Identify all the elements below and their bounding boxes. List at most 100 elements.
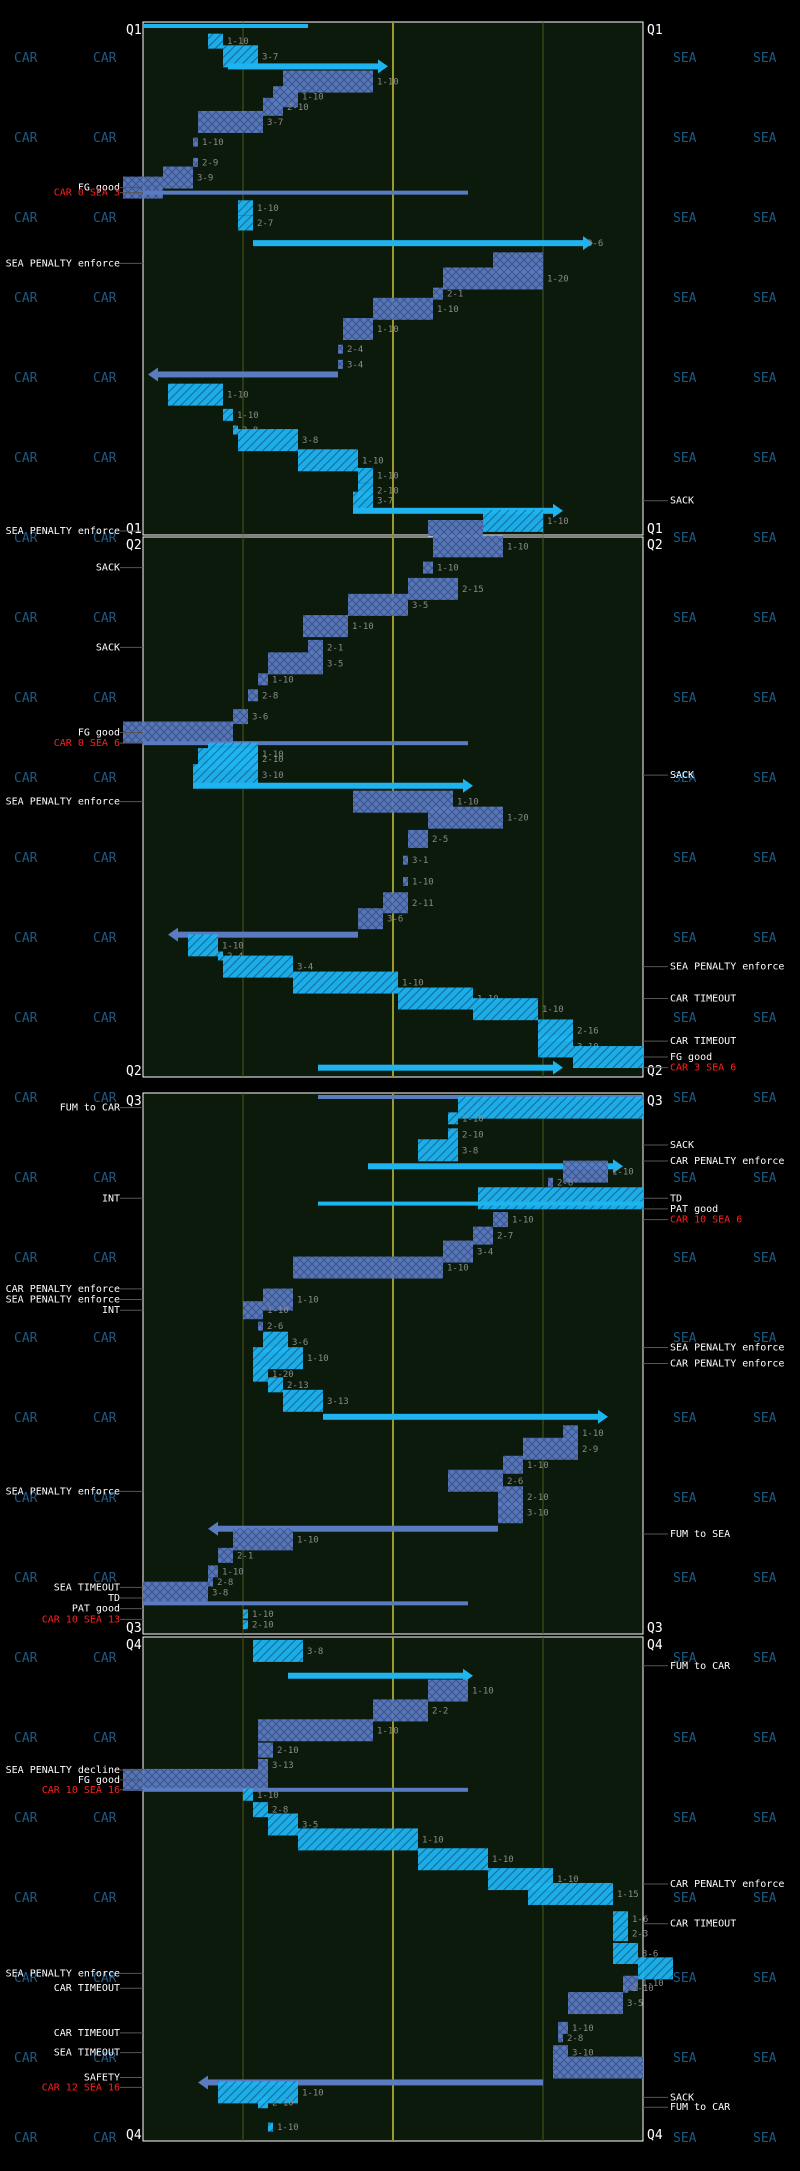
down-distance-label: 2-10 — [632, 1984, 654, 1994]
down-distance-label: 3-7 — [377, 497, 393, 507]
team-watermark-right: SEA — [753, 1891, 777, 1906]
down-distance-label: 2-10 — [262, 755, 284, 765]
event-annotation: SACK — [670, 770, 694, 781]
down-distance-label: 2-10 — [277, 1746, 299, 1756]
event-annotation: CAR PENALTY enforce — [670, 1156, 784, 1167]
event-annotation: FUM to CAR — [670, 2102, 731, 2113]
team-watermark-right: SEA — [753, 211, 777, 226]
quarter-label: Q3 — [647, 1621, 663, 1636]
play-bar — [233, 425, 238, 435]
team-watermark-left: CAR — [14, 1971, 38, 1986]
quarter-label: Q4 — [126, 1638, 142, 1653]
play-bar — [243, 1788, 253, 1801]
down-distance-label: 1-10 — [307, 1354, 329, 1364]
down-distance-label: 3-5 — [302, 1821, 318, 1831]
down-distance-label: 1-10 — [377, 325, 399, 335]
team-watermark-left: CAR — [14, 1251, 38, 1266]
event-annotation: CAR TIMEOUT — [670, 1919, 736, 1930]
team-watermark-left: CAR — [93, 611, 117, 626]
play-bar — [418, 1848, 488, 1871]
event-annotation: FG good — [670, 1052, 712, 1063]
team-watermark-left: CAR — [14, 291, 38, 306]
quarter-panel-Q2: Q2 Q2 Q2 Q2 1-10 1-10 2-15 3-5 1-10 2-1 3-5 1-10 2-8… — [6, 535, 784, 1079]
team-watermark-right: SEA — [673, 451, 697, 466]
play-bar — [123, 1768, 268, 1791]
drive-line — [143, 190, 468, 195]
team-watermark-left: CAR — [14, 771, 38, 786]
down-distance-label: 2-13 — [287, 1381, 309, 1391]
team-watermark-left: CAR — [93, 1891, 117, 1906]
team-watermark-right: SEA — [753, 691, 777, 706]
play-bar — [448, 1112, 458, 1125]
event-annotation: SACK — [670, 496, 694, 507]
event-annotation: TD — [670, 1193, 682, 1204]
down-distance-label: 2-10 — [287, 103, 309, 113]
play-bar — [268, 1377, 283, 1393]
quarter-label: Q4 — [647, 2128, 663, 2143]
play-bar — [283, 70, 373, 93]
play-bar — [168, 383, 223, 406]
play-bar — [338, 344, 343, 354]
down-distance-label: 2-10 — [527, 1493, 549, 1503]
drive-arrow-shaft — [318, 1064, 553, 1071]
down-distance-label: 3-4 — [477, 1248, 493, 1258]
team-watermark-right: SEA — [753, 1491, 777, 1506]
down-distance-label: 1-10 — [252, 1610, 274, 1620]
down-distance-label: 2-8 — [217, 1578, 233, 1588]
event-annotation: CAR PENALTY enforce — [670, 1879, 784, 1890]
drive-arrow-head — [583, 236, 593, 251]
event-annotation: SACK — [96, 563, 120, 574]
play-bar — [623, 1983, 628, 1993]
drive-line — [143, 1787, 468, 1792]
team-watermark-left: CAR — [93, 2131, 117, 2146]
down-distance-label: 2-10 — [462, 1130, 484, 1140]
team-watermark-right: SEA — [753, 51, 777, 66]
play-bar — [528, 1882, 613, 1905]
down-distance-label: 3-13 — [272, 1761, 294, 1771]
quarter-label: Q2 — [126, 538, 142, 553]
team-watermark-left: CAR — [93, 1331, 117, 1346]
drive-arrow-shaft — [353, 507, 553, 514]
play-bar — [538, 1035, 573, 1058]
down-distance-label: 2-3 — [632, 1930, 648, 1940]
down-distance-label: 3-5 — [412, 601, 428, 611]
play-bar — [263, 1288, 293, 1311]
team-watermark-right: SEA — [673, 1171, 697, 1186]
down-distance-label: 1-10 — [612, 1168, 634, 1178]
play-bar — [258, 2096, 268, 2109]
down-distance-label: 1-10 — [457, 798, 479, 808]
play-bar — [478, 1187, 643, 1210]
down-distance-label: 1-20 — [507, 814, 529, 824]
team-watermark-right: SEA — [673, 1091, 697, 1106]
down-distance-label: 2-6 — [507, 1477, 523, 1487]
event-annotation: SACK — [670, 2092, 694, 2103]
play-bar — [448, 1128, 458, 1141]
play-bar — [448, 1469, 503, 1492]
team-watermark-right: SEA — [673, 1411, 697, 1426]
down-distance-label: 2-8 — [262, 691, 278, 701]
play-bar — [223, 955, 293, 978]
down-distance-label: 1-10 — [362, 456, 384, 466]
team-watermark-left: CAR — [14, 1811, 38, 1826]
team-watermark-left: CAR — [14, 51, 38, 66]
team-watermark-right: SEA — [753, 1091, 777, 1106]
down-distance-label: 1-10 — [227, 391, 249, 401]
team-watermark-right: SEA — [753, 2131, 777, 2146]
down-distance-label: 1-10 — [582, 1429, 604, 1439]
down-distance-label: 2-8 — [567, 2034, 583, 2044]
team-watermark-left: CAR — [14, 1491, 38, 1506]
event-annotation: CAR TIMEOUT — [54, 1983, 120, 1994]
event-annotation: SEA TIMEOUT — [54, 2048, 120, 2059]
team-watermark-right: SEA — [753, 1731, 777, 1746]
play-bar — [258, 1719, 373, 1742]
drive-arrow-head — [598, 1409, 608, 1424]
down-distance-label: 1-20 — [272, 1370, 294, 1380]
team-watermark-left: CAR — [93, 2051, 117, 2066]
down-distance-label: 3-6 — [252, 713, 268, 723]
drive-arrow-shaft — [178, 931, 358, 938]
team-watermark-right: SEA — [753, 291, 777, 306]
team-watermark-left: CAR — [14, 131, 38, 146]
event-annotation: SACK — [96, 642, 120, 653]
play-bar — [208, 1577, 213, 1587]
